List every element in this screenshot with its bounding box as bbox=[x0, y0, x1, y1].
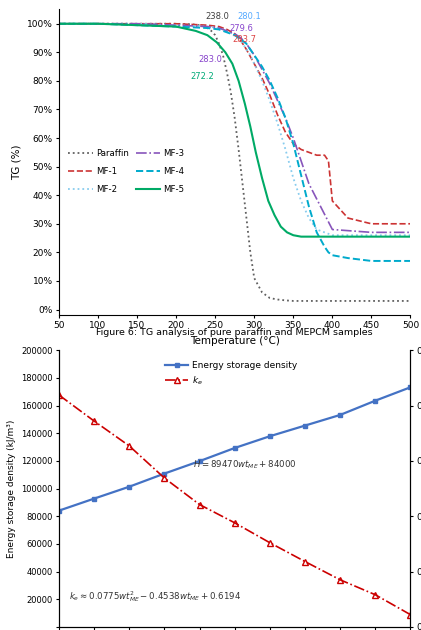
$k_e$ bbox=[162, 474, 167, 482]
Y-axis label: TG (%): TG (%) bbox=[11, 145, 21, 180]
$k_e$ bbox=[267, 539, 272, 546]
Energy storage density bbox=[162, 470, 167, 478]
Energy storage density bbox=[373, 397, 378, 404]
$k_e$ bbox=[338, 576, 343, 583]
Energy storage density bbox=[267, 432, 272, 440]
Text: $H = 89470wt_{ME} + 84000$: $H = 89470wt_{ME} + 84000$ bbox=[192, 459, 296, 471]
$k_e$ bbox=[232, 519, 237, 527]
Energy storage density bbox=[302, 422, 307, 430]
Line: $k_e$: $k_e$ bbox=[56, 392, 413, 617]
Text: Figure 6: TG analysis of pure paraffin and MEPCM samples: Figure 6: TG analysis of pure paraffin a… bbox=[96, 328, 373, 337]
$k_e$ bbox=[373, 591, 378, 598]
Text: 272.2: 272.2 bbox=[190, 72, 214, 81]
Energy storage density bbox=[197, 457, 202, 465]
$k_e$ bbox=[408, 611, 413, 619]
Energy storage density bbox=[92, 495, 97, 502]
Energy storage density bbox=[408, 384, 413, 391]
Energy storage density bbox=[56, 507, 61, 515]
$k_e$ bbox=[56, 391, 61, 399]
Text: 280.1: 280.1 bbox=[237, 13, 261, 21]
Energy storage density bbox=[127, 483, 132, 491]
$k_e$ bbox=[127, 442, 132, 450]
X-axis label: Temperature (°C): Temperature (°C) bbox=[190, 336, 280, 346]
Text: 279.6: 279.6 bbox=[229, 24, 253, 33]
Text: 283.7: 283.7 bbox=[232, 35, 256, 44]
Legend: Energy storage density, $k_e$: Energy storage density, $k_e$ bbox=[162, 357, 301, 391]
Legend: Paraffin, MF-1, MF-2, MF-3, MF-4, MF-5: Paraffin, MF-1, MF-2, MF-3, MF-4, MF-5 bbox=[65, 145, 188, 198]
Energy storage density bbox=[338, 411, 343, 419]
$k_e$ bbox=[302, 558, 307, 565]
$k_e$ bbox=[197, 501, 202, 508]
Y-axis label: Energy storage density (kJ/m³): Energy storage density (kJ/m³) bbox=[6, 420, 16, 558]
Line: Energy storage density: Energy storage density bbox=[57, 385, 413, 513]
Text: $k_e \approx 0.0775wt_{ME}^{2} - 0.4538wt_{ME} + 0.6194$: $k_e \approx 0.0775wt_{ME}^{2} - 0.4538w… bbox=[69, 589, 242, 604]
Energy storage density bbox=[232, 444, 237, 452]
$k_e$ bbox=[92, 417, 97, 425]
Text: 238.0: 238.0 bbox=[206, 13, 230, 21]
Text: 283.0: 283.0 bbox=[198, 55, 222, 64]
